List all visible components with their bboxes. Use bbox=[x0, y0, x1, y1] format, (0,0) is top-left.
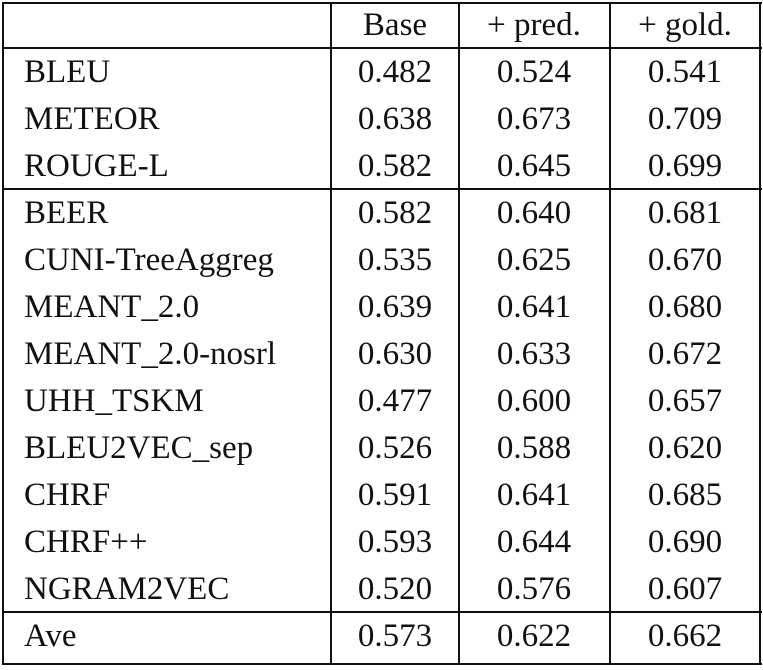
table-cell: 0.680 bbox=[647, 289, 723, 325]
column-line bbox=[330, 2, 332, 665]
table-cell: 0.576 bbox=[496, 571, 572, 607]
row-label: CUNI-TreeAggreg bbox=[24, 242, 274, 278]
table-cell: 0.641 bbox=[496, 477, 572, 513]
rule-line bbox=[3, 188, 762, 190]
rule-line bbox=[3, 611, 762, 613]
row-label: METEOR bbox=[24, 101, 160, 137]
row-label: BLEU bbox=[24, 54, 111, 90]
row-label: CHRF bbox=[24, 477, 111, 513]
table-cell: 0.541 bbox=[647, 54, 723, 90]
row-label: ROUGE-L bbox=[24, 148, 169, 184]
table-cell: 0.657 bbox=[647, 383, 723, 419]
row-label: MEANT_2.0-nosrl bbox=[24, 336, 277, 372]
column-line bbox=[759, 2, 761, 665]
table-cell: 0.640 bbox=[496, 195, 572, 231]
row-label: NGRAM2VEC bbox=[24, 571, 230, 607]
column-line bbox=[2, 2, 4, 665]
rule-line bbox=[3, 663, 762, 665]
table-cell: 0.672 bbox=[647, 336, 723, 372]
table-cell: 0.526 bbox=[357, 430, 433, 466]
table-cell: 0.520 bbox=[357, 571, 433, 607]
table-cell: 0.709 bbox=[647, 101, 723, 137]
table-cell: 0.482 bbox=[357, 54, 433, 90]
row-label: UHH_TSKM bbox=[24, 383, 204, 419]
table-cell: 0.670 bbox=[647, 242, 723, 278]
table-cell: 0.588 bbox=[496, 430, 572, 466]
rule-line bbox=[3, 2, 762, 4]
column-header: + gold. bbox=[638, 7, 732, 43]
rule-line bbox=[3, 47, 762, 49]
table-cell: 0.644 bbox=[496, 524, 572, 560]
table-cell: 0.593 bbox=[357, 524, 433, 560]
row-label: BEER bbox=[24, 195, 109, 231]
row-label: MEANT_2.0 bbox=[24, 289, 200, 325]
table-cell: 0.573 bbox=[357, 618, 433, 654]
table-cell: 0.630 bbox=[357, 336, 433, 372]
table-cell: 0.622 bbox=[496, 618, 572, 654]
table-cell: 0.673 bbox=[496, 101, 572, 137]
table-cell: 0.699 bbox=[647, 148, 723, 184]
table-cell: 0.641 bbox=[496, 289, 572, 325]
column-line bbox=[458, 2, 460, 665]
table-cell: 0.591 bbox=[357, 477, 433, 513]
table-cell: 0.607 bbox=[647, 571, 723, 607]
table-cell: 0.582 bbox=[357, 195, 433, 231]
table-cell: 0.662 bbox=[647, 618, 723, 654]
column-header: Base bbox=[362, 7, 428, 43]
row-label: CHRF++ bbox=[24, 524, 148, 560]
table-cell: 0.645 bbox=[496, 148, 572, 184]
table-cell: 0.639 bbox=[357, 289, 433, 325]
table-cell: 0.600 bbox=[496, 383, 572, 419]
table-cell: 0.582 bbox=[357, 148, 433, 184]
table-cell: 0.685 bbox=[647, 477, 723, 513]
table-cell: 0.681 bbox=[647, 195, 723, 231]
table-cell: 0.625 bbox=[496, 242, 572, 278]
row-label: BLEU2VEC_sep bbox=[24, 430, 254, 466]
table-cell: 0.633 bbox=[496, 336, 572, 372]
table-cell: 0.535 bbox=[357, 242, 433, 278]
table-cell: 0.620 bbox=[647, 430, 723, 466]
table-cell: 0.690 bbox=[647, 524, 723, 560]
table-cell: 0.477 bbox=[357, 383, 433, 419]
row-label: Ave bbox=[24, 618, 77, 654]
column-line bbox=[609, 2, 611, 665]
column-header: + pred. bbox=[487, 7, 581, 43]
table-cell: 0.638 bbox=[357, 101, 433, 137]
table-cell: 0.524 bbox=[496, 54, 572, 90]
